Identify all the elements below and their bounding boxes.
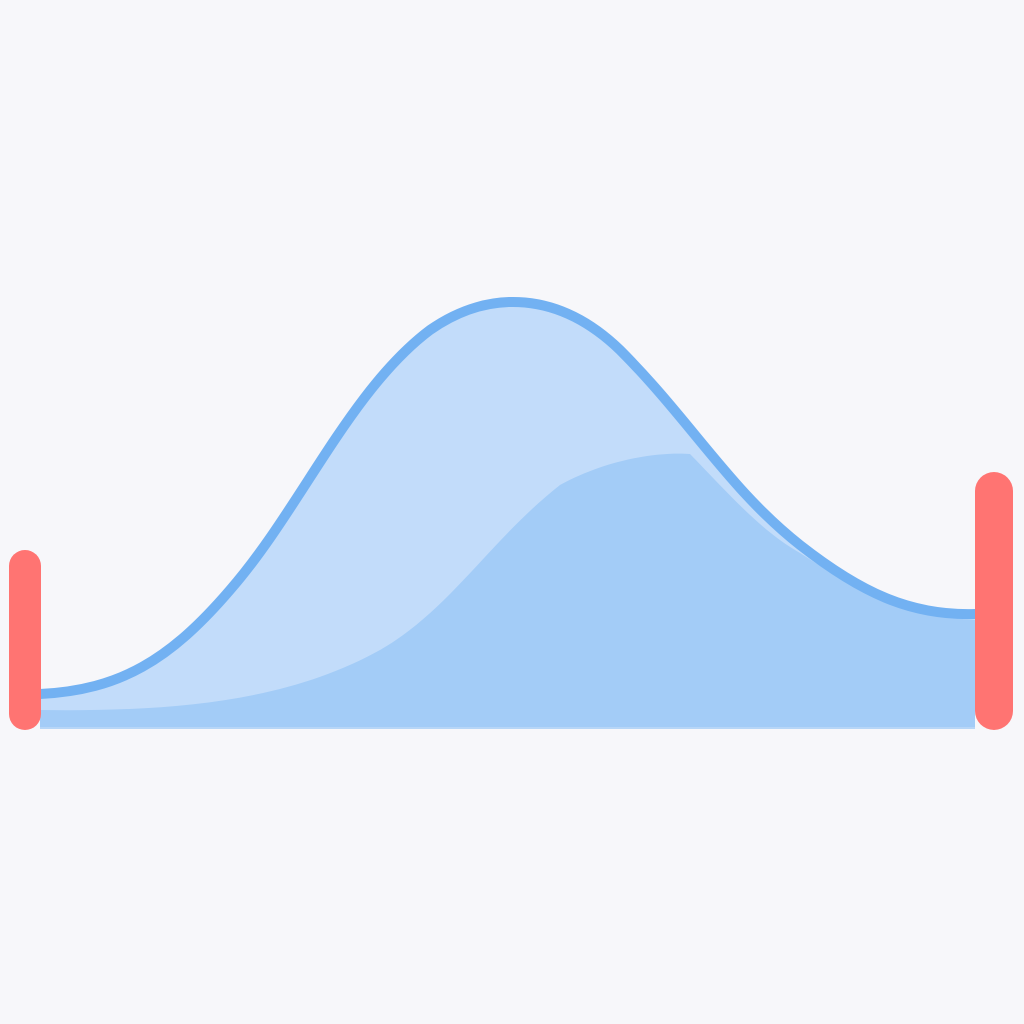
right-boundary-marker	[975, 472, 1013, 730]
distribution-curve-line	[35, 296, 980, 699]
left-boundary-marker	[9, 550, 41, 730]
inner-distribution-area	[40, 453, 975, 728]
